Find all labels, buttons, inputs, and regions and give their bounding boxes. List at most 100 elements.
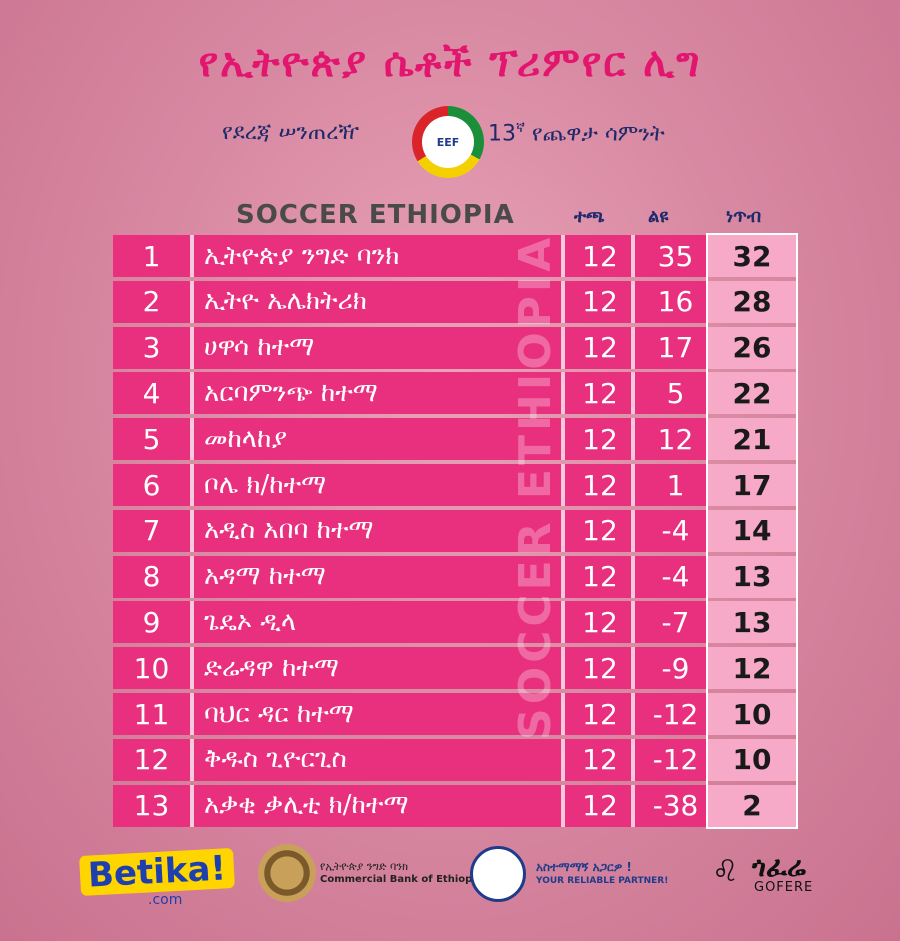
goal-difference-cell: 1 bbox=[666, 468, 685, 502]
separator bbox=[561, 693, 565, 735]
separator bbox=[561, 372, 565, 415]
goal-difference-cell: 5 bbox=[666, 376, 685, 410]
team-name-cell: ቦሌ ክ/ከተማ bbox=[204, 469, 327, 500]
row-background bbox=[194, 372, 707, 415]
separator bbox=[561, 280, 565, 323]
row-background bbox=[194, 784, 707, 827]
played-cell: 12 bbox=[582, 422, 618, 456]
row-background bbox=[194, 601, 707, 644]
cbe-emblem-icon bbox=[258, 844, 316, 902]
column-header-gd: ልዩ bbox=[648, 206, 669, 227]
played-cell: 12 bbox=[582, 285, 618, 319]
separator bbox=[561, 235, 565, 277]
row-background bbox=[194, 326, 707, 369]
separator bbox=[190, 464, 194, 506]
points-cell: 10 bbox=[707, 738, 797, 781]
points-cell: 10 bbox=[707, 693, 797, 735]
points-cell: 13 bbox=[707, 601, 797, 644]
row-background bbox=[194, 738, 707, 781]
separator bbox=[190, 738, 194, 781]
gofere-name-english: GOFERE bbox=[754, 880, 814, 895]
team-name-cell: ድሬዳዋ ከተማ bbox=[204, 652, 339, 683]
separator bbox=[190, 784, 194, 827]
played-cell: 12 bbox=[582, 331, 618, 365]
separator bbox=[561, 326, 565, 369]
separator bbox=[631, 738, 635, 781]
separator bbox=[631, 326, 635, 369]
goal-difference-cell: 12 bbox=[657, 422, 694, 456]
rank-cell: 6 bbox=[113, 464, 190, 506]
row-background bbox=[194, 509, 707, 552]
week-text: የጨዋታ ሳምንት bbox=[531, 121, 665, 147]
team-name-cell: ሀዋሳ ከተማ bbox=[204, 332, 315, 363]
insurance-tagline-amharic: አስተማማኝ አጋርዎ ! bbox=[536, 860, 632, 874]
played-cell: 12 bbox=[582, 789, 618, 823]
goal-difference-cell: -4 bbox=[661, 560, 690, 594]
separator bbox=[631, 235, 635, 277]
separator bbox=[631, 280, 635, 323]
points-cell: 13 bbox=[707, 555, 797, 598]
separator bbox=[631, 555, 635, 598]
played-cell: 12 bbox=[582, 239, 618, 273]
cbe-name-amharic: የኢትዮጵያ ንግድ ባንክ bbox=[320, 860, 409, 873]
gofere-name-amharic: ጎፈሬ bbox=[752, 850, 806, 883]
insurance-emblem-icon bbox=[470, 846, 526, 902]
column-header-points: ነጥብ bbox=[726, 206, 762, 227]
separator bbox=[631, 372, 635, 415]
team-name-cell: ኢትዮጵያ ንግድ ባንክ bbox=[204, 240, 400, 271]
rank-cell: 4 bbox=[113, 372, 190, 415]
week-suffix: ኛ bbox=[516, 120, 525, 136]
rank-cell: 11 bbox=[113, 693, 190, 735]
rank-cell: 1 bbox=[113, 235, 190, 277]
row-background bbox=[194, 555, 707, 598]
played-cell: 12 bbox=[582, 697, 618, 731]
played-cell: 12 bbox=[582, 605, 618, 639]
week-label: 13ኛ የጨዋታ ሳምንት bbox=[488, 120, 665, 146]
played-cell: 12 bbox=[582, 376, 618, 410]
separator bbox=[190, 647, 194, 690]
row-background bbox=[194, 647, 707, 690]
rank-cell: 5 bbox=[113, 418, 190, 461]
separator bbox=[561, 464, 565, 506]
federation-logo: EEF bbox=[412, 106, 484, 178]
rank-cell: 9 bbox=[113, 601, 190, 644]
separator bbox=[561, 784, 565, 827]
row-background bbox=[194, 235, 707, 277]
rank-cell: 2 bbox=[113, 280, 190, 323]
team-name-cell: መከላከያ bbox=[204, 423, 288, 454]
played-cell: 12 bbox=[582, 560, 618, 594]
team-name-cell: አቃቂ ቃሊቲ ክ/ከተማ bbox=[204, 790, 409, 821]
row-background bbox=[194, 418, 707, 461]
gofere-lion-icon: ♌ bbox=[712, 854, 739, 889]
goal-difference-cell: -4 bbox=[661, 514, 690, 548]
separator bbox=[631, 693, 635, 735]
goal-difference-cell: -9 bbox=[661, 651, 690, 685]
team-name-cell: አርባምንጭ ከተማ bbox=[204, 377, 378, 408]
team-name-cell: አዲስ አበባ ከተማ bbox=[204, 515, 374, 546]
goal-difference-cell: 17 bbox=[657, 331, 694, 365]
points-cell: 26 bbox=[707, 326, 797, 369]
separator bbox=[190, 280, 194, 323]
separator bbox=[631, 464, 635, 506]
team-name-cell: አዳማ ከተማ bbox=[204, 561, 326, 592]
rank-cell: 3 bbox=[113, 326, 190, 369]
federation-logo-text: EEF bbox=[422, 116, 474, 168]
betika-domain: .com bbox=[148, 892, 183, 908]
page-title: የኢትዮጵያ ሴቶች ፕሪምየር ሊግ bbox=[198, 40, 702, 86]
separator bbox=[631, 647, 635, 690]
separator bbox=[561, 555, 565, 598]
rank-cell: 13 bbox=[113, 784, 190, 827]
separator bbox=[190, 509, 194, 552]
separator bbox=[190, 418, 194, 461]
points-cell: 14 bbox=[707, 509, 797, 552]
goal-difference-cell: -7 bbox=[661, 605, 690, 639]
separator bbox=[561, 647, 565, 690]
separator bbox=[190, 601, 194, 644]
separator bbox=[631, 601, 635, 644]
watermark: SOCCER ETHIOPIA bbox=[510, 233, 561, 740]
standings-label: የደረጃ ሠንጠረዥ bbox=[222, 120, 360, 145]
separator bbox=[190, 372, 194, 415]
goal-difference-cell: -12 bbox=[652, 743, 699, 777]
brand-logo: SOCCER ETHIOPIA bbox=[236, 200, 515, 230]
week-number: 13 bbox=[488, 121, 516, 147]
